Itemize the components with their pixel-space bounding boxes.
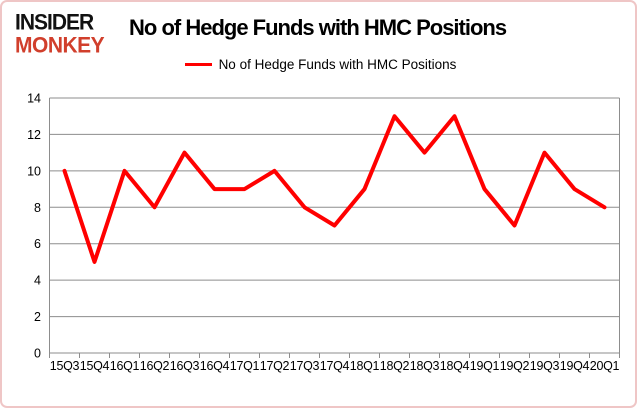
series-polyline (62, 114, 607, 264)
svg-text:16Q1: 16Q1 (110, 359, 140, 373)
svg-text:17Q3: 17Q3 (290, 359, 320, 373)
y-tick-labels: 0 2 4 6 8 10 12 14 (27, 92, 41, 361)
svg-text:17Q1: 17Q1 (230, 359, 260, 373)
svg-text:12: 12 (27, 128, 41, 142)
chart-legend: No of Hedge Funds with HMC Positions (2, 57, 635, 72)
svg-text:0: 0 (34, 347, 41, 361)
svg-text:18Q3: 18Q3 (410, 359, 440, 373)
svg-text:17Q2: 17Q2 (260, 359, 290, 373)
svg-text:19Q1: 19Q1 (470, 359, 500, 373)
svg-text:19Q2: 19Q2 (500, 359, 530, 373)
svg-text:15Q3: 15Q3 (50, 359, 80, 373)
axes (49, 98, 620, 354)
svg-text:18Q4: 18Q4 (440, 359, 470, 373)
svg-text:6: 6 (34, 237, 41, 251)
x-axis-ticks (49, 353, 620, 358)
legend-series-label: No of Hedge Funds with HMC Positions (218, 57, 457, 72)
logo-word-insider: INSIDER (15, 10, 94, 35)
svg-text:16Q3: 16Q3 (170, 359, 200, 373)
chart-title: No of Hedge Funds with HMC Positions (129, 15, 507, 40)
svg-text:16Q2: 16Q2 (140, 359, 170, 373)
svg-text:17Q4: 17Q4 (320, 359, 350, 373)
svg-text:20Q1: 20Q1 (590, 359, 620, 373)
svg-text:16Q4: 16Q4 (200, 359, 230, 373)
insider-monkey-logo: INSIDER MONKEY (15, 10, 105, 58)
legend-line-swatch (184, 63, 212, 66)
svg-text:19Q4: 19Q4 (560, 359, 590, 373)
svg-text:19Q3: 19Q3 (530, 359, 560, 373)
x-tick-labels: 15Q3 15Q4 16Q1 16Q2 16Q3 16Q4 17Q1 17Q2 17Q3 17Q4… (50, 359, 620, 373)
svg-text:2: 2 (34, 310, 41, 324)
logo-word-monkey: MONKEY (15, 33, 105, 58)
svg-text:18Q1: 18Q1 (350, 359, 380, 373)
svg-text:15Q4: 15Q4 (80, 359, 110, 373)
svg-text:8: 8 (34, 201, 41, 215)
svg-text:14: 14 (27, 92, 41, 106)
series-line (62, 114, 607, 264)
svg-text:10: 10 (27, 164, 41, 178)
svg-text:18Q2: 18Q2 (380, 359, 410, 373)
svg-text:4: 4 (34, 274, 41, 288)
